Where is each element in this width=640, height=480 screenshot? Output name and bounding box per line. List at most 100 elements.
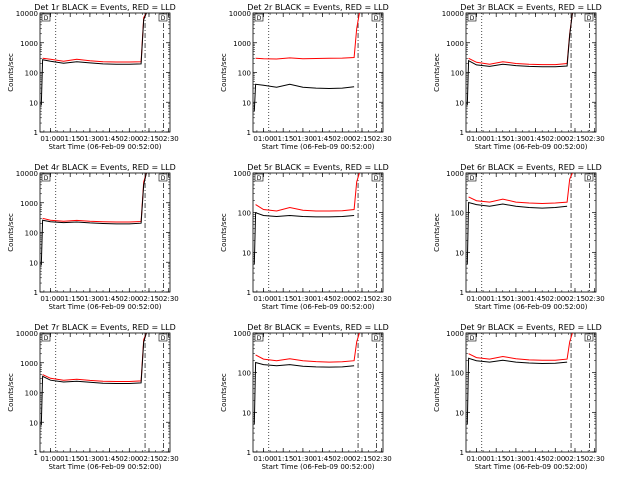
- y-tick-label: 1000: [233, 170, 251, 178]
- series-line-red: [255, 333, 360, 363]
- y-tick-label: 100: [25, 390, 38, 398]
- chart-title: Det 7r BLACK = Events, RED = LLD: [34, 323, 176, 332]
- y-tick-label: 100: [238, 370, 251, 378]
- y-tick-label: 1000: [446, 170, 464, 178]
- chart-title: Det 2r BLACK = Events, RED = LLD: [247, 3, 389, 12]
- series-line-black: [466, 357, 568, 425]
- x-tick-label: 02:30: [159, 295, 179, 303]
- marker-box-left: [41, 333, 51, 342]
- marker-label: D: [374, 175, 379, 182]
- y-tick-label: 1: [247, 129, 251, 137]
- chart-title: Det 3r BLACK = Events, RED = LLD: [460, 3, 602, 12]
- series-line-black: [40, 173, 147, 266]
- marker-box-right: [584, 13, 594, 22]
- marker-box-left: [41, 173, 51, 182]
- y-tick-label: 1000: [446, 40, 464, 48]
- chart-title: Det 6r BLACK = Events, RED = LLD: [460, 163, 602, 172]
- y-axis-label: Counts/sec: [220, 213, 228, 252]
- marker-label: D: [44, 15, 49, 22]
- marker-box-left: [254, 173, 264, 182]
- x-tick-label: 01:30: [293, 295, 313, 303]
- chart-panel-6: Det 6r BLACK = Events, RED = LLD 1 10 100 10…: [433, 163, 605, 311]
- marker-label: D: [44, 175, 49, 182]
- x-tick-label: 01:30: [80, 455, 100, 463]
- x-tick-label: 01:30: [506, 455, 526, 463]
- x-tick-label: 02:15: [139, 135, 159, 143]
- y-tick-label: 1: [34, 129, 38, 137]
- x-tick-label: 01:30: [506, 135, 526, 143]
- x-tick-label: 01:30: [506, 295, 526, 303]
- plot-frame: [252, 172, 384, 293]
- marker-label: D: [470, 335, 475, 342]
- y-tick-label: 100: [25, 70, 38, 78]
- x-tick-label: 02:15: [139, 455, 159, 463]
- y-tick-label: 1000: [20, 200, 38, 208]
- x-tick-label: 02:00: [119, 135, 139, 143]
- x-tick-label: 02:15: [565, 455, 585, 463]
- y-axis-label: Counts/sec: [433, 53, 441, 92]
- x-tick-label: 02:30: [372, 455, 392, 463]
- y-tick-label: 10000: [16, 330, 38, 338]
- y-tick-label: 1: [34, 289, 38, 297]
- y-tick-label: 100: [451, 370, 464, 378]
- x-axis-label: Start Time (06-Feb-09 00:52:00): [474, 303, 587, 311]
- x-tick-label: 01:15: [60, 295, 80, 303]
- x-axis-label: Start Time (06-Feb-09 00:52:00): [261, 143, 374, 151]
- chart-title: Det 4r BLACK = Events, RED = LLD: [34, 163, 176, 172]
- plot-frame: [39, 172, 171, 293]
- y-tick-label: 100: [451, 210, 464, 218]
- y-axis-label: Counts/sec: [220, 373, 228, 412]
- plot-frame: [39, 332, 171, 453]
- x-tick-label: 01:15: [60, 135, 80, 143]
- x-tick-label: 02:15: [352, 135, 372, 143]
- y-tick-label: 100: [238, 210, 251, 218]
- marker-label: D: [257, 175, 262, 182]
- series-line-red: [255, 13, 360, 60]
- y-axis-label: Counts/sec: [7, 53, 15, 92]
- y-tick-label: 10: [242, 409, 251, 417]
- y-tick-label: 100: [238, 70, 251, 78]
- chart-panel-7: Det 7r BLACK = Events, RED = LLD 1 10 100 10…: [7, 323, 179, 471]
- y-tick-label: 10000: [442, 10, 464, 18]
- marker-box-right: [158, 173, 168, 182]
- marker-label: D: [470, 15, 475, 22]
- y-tick-label: 1: [460, 129, 464, 137]
- marker-box-right: [371, 173, 381, 182]
- x-tick-label: 01:00: [466, 135, 486, 143]
- series-line-black: [253, 361, 355, 425]
- marker-label: D: [587, 175, 592, 182]
- x-tick-label: 02:00: [545, 455, 565, 463]
- series-line-red: [42, 13, 147, 63]
- chart-panel-8: Det 8r BLACK = Events, RED = LLD 1 10 100 10…: [220, 323, 392, 471]
- marker-box-left: [254, 13, 264, 22]
- y-tick-label: 1000: [446, 330, 464, 338]
- x-tick-label: 02:00: [545, 295, 565, 303]
- y-tick-label: 1000: [233, 40, 251, 48]
- x-tick-label: 01:00: [40, 295, 60, 303]
- marker-label: D: [587, 15, 592, 22]
- x-tick-label: 01:15: [486, 295, 506, 303]
- y-tick-label: 10: [455, 99, 464, 107]
- x-tick-label: 01:00: [40, 455, 60, 463]
- marker-label: D: [470, 175, 475, 182]
- y-tick-label: 1: [34, 449, 38, 457]
- series-line-black: [40, 13, 147, 106]
- y-axis-label: Counts/sec: [7, 373, 15, 412]
- plot-frame: [252, 12, 384, 133]
- marker-box-left: [41, 13, 51, 22]
- plot-frame: [252, 332, 384, 453]
- marker-box-left: [467, 173, 477, 182]
- plot-frame: [465, 12, 597, 133]
- x-tick-label: 02:15: [565, 135, 585, 143]
- y-tick-label: 10: [455, 249, 464, 257]
- x-tick-label: 01:15: [273, 455, 293, 463]
- marker-label: D: [374, 335, 379, 342]
- x-axis-label: Start Time (06-Feb-09 00:52:00): [48, 143, 161, 151]
- x-tick-label: 02:15: [352, 295, 372, 303]
- marker-label: D: [161, 335, 166, 342]
- x-tick-label: 01:45: [100, 455, 120, 463]
- y-tick-label: 10: [29, 99, 38, 107]
- y-tick-label: 1000: [233, 330, 251, 338]
- x-axis-label: Start Time (06-Feb-09 00:52:00): [474, 143, 587, 151]
- x-tick-label: 01:00: [40, 135, 60, 143]
